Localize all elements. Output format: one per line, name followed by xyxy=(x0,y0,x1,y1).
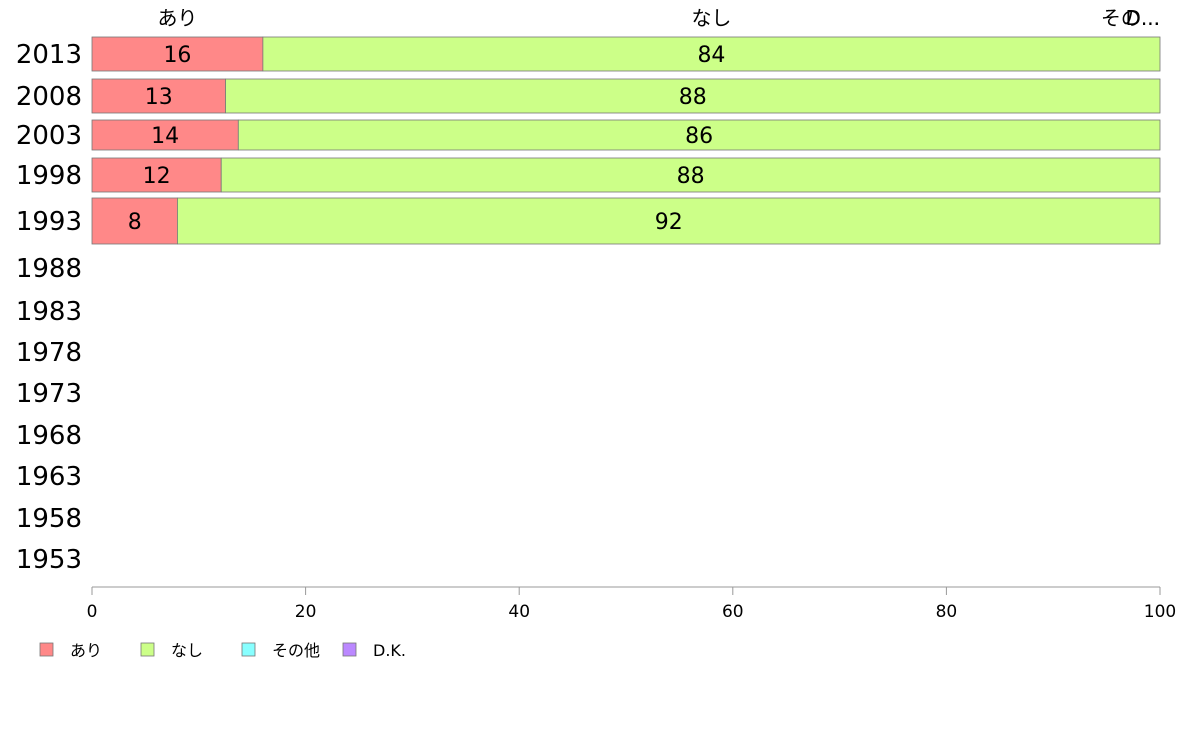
bar-segment xyxy=(91,36,264,72)
year-label: 1978 xyxy=(16,338,82,368)
year-label: 1973 xyxy=(16,379,82,409)
bar-segment xyxy=(225,78,1161,114)
data-label: 92 xyxy=(655,210,683,235)
bar-segment xyxy=(91,78,226,114)
legend-swatch xyxy=(39,642,54,657)
bar-segment xyxy=(91,119,239,151)
data-label: 8 xyxy=(128,210,142,235)
legend-label: その他 xyxy=(272,641,320,660)
bar-segment xyxy=(91,157,222,193)
top-category-label: その... xyxy=(1101,6,1160,30)
x-tick-label: 0 xyxy=(87,602,98,622)
data-label: 13 xyxy=(145,85,173,110)
year-label: 1993 xyxy=(16,207,82,237)
legend-label: D.K. xyxy=(373,641,406,660)
bar-segment xyxy=(220,157,1161,193)
year-label: 2003 xyxy=(16,121,82,151)
legend-swatch xyxy=(140,642,155,657)
year-label: 1998 xyxy=(16,161,82,191)
bar-segment xyxy=(91,197,178,245)
x-tick-label: 40 xyxy=(508,602,530,622)
x-tick-label: 100 xyxy=(1144,602,1176,622)
year-label: 2008 xyxy=(16,82,82,112)
bar-segment xyxy=(237,119,1161,151)
legend-label: なし xyxy=(171,641,203,660)
year-label: 1968 xyxy=(16,421,82,451)
year-label: 1983 xyxy=(16,297,82,327)
x-tick-label: 80 xyxy=(936,602,958,622)
top-category-label: D... xyxy=(1126,6,1160,30)
data-label: 14 xyxy=(151,124,179,149)
year-label: 1963 xyxy=(16,462,82,492)
data-label: 88 xyxy=(679,85,707,110)
legend-swatch xyxy=(241,642,256,657)
top-category-label: なし xyxy=(691,6,731,30)
data-label: 88 xyxy=(677,164,705,189)
year-label: 2013 xyxy=(16,40,82,70)
legend-swatch xyxy=(342,642,357,657)
year-label: 1958 xyxy=(16,504,82,534)
x-tick-label: 20 xyxy=(295,602,317,622)
data-label: 84 xyxy=(697,43,725,68)
legend-label: あり xyxy=(70,641,102,660)
data-label: 12 xyxy=(143,164,171,189)
bar-segment xyxy=(177,197,1161,245)
year-label: 1953 xyxy=(16,545,82,575)
year-label: 1988 xyxy=(16,254,82,284)
top-category-label: あり xyxy=(157,6,197,30)
data-label: 86 xyxy=(685,124,713,149)
data-label: 16 xyxy=(163,43,191,68)
x-tick-label: 60 xyxy=(722,602,744,622)
bar-segment xyxy=(262,36,1161,72)
